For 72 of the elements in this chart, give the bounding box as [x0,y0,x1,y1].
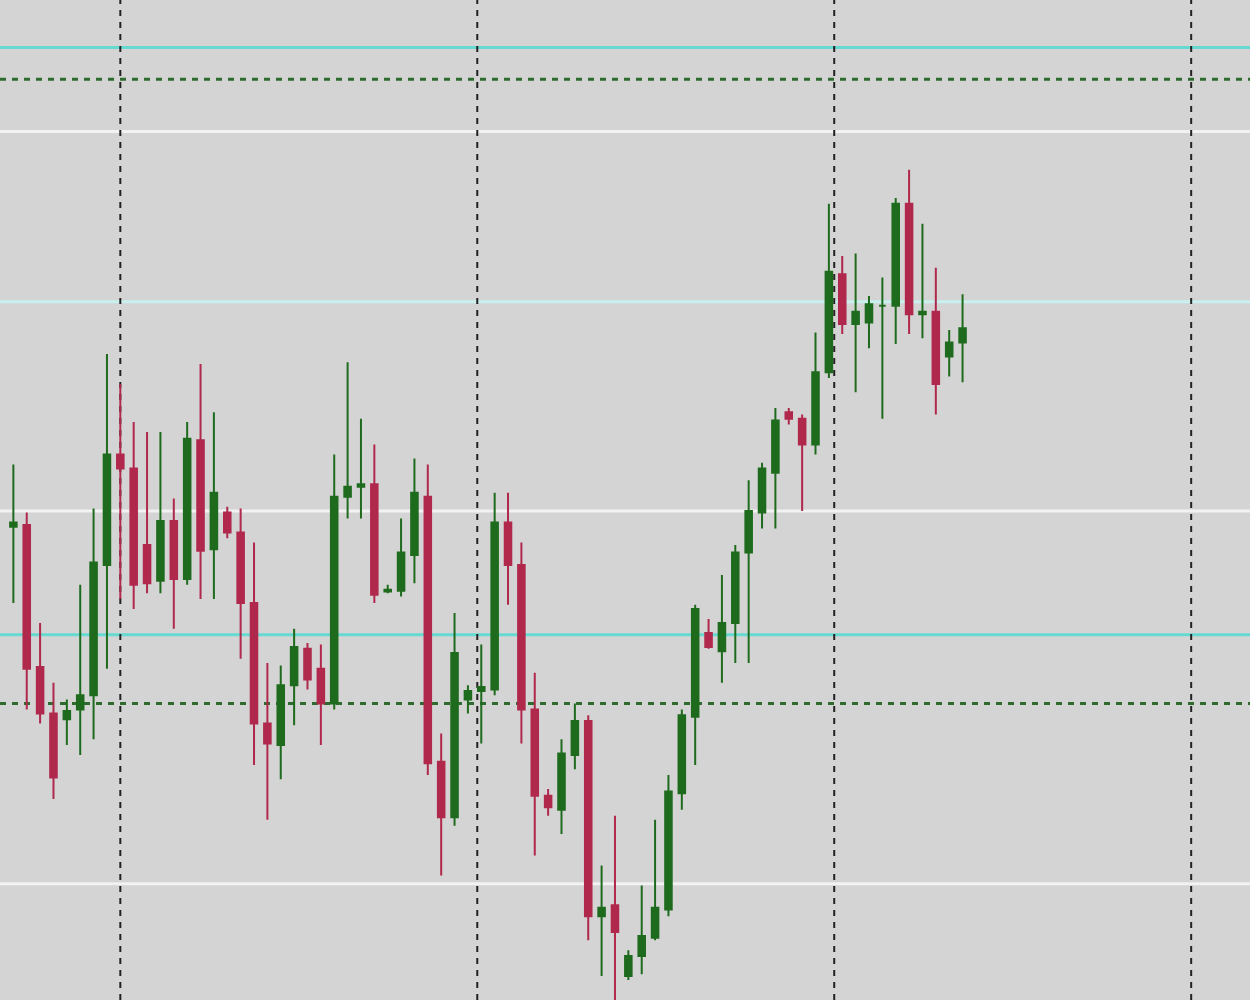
candlestick [958,293,967,384]
candlestick [396,517,406,598]
candlestick [356,417,366,520]
candlestick [811,331,820,456]
candlestick [169,497,179,630]
candlestick [276,664,286,781]
candlestick [236,507,245,660]
candlestick [450,612,459,827]
candlestick [918,222,927,340]
candlestick [329,453,339,711]
candlestick [664,773,673,918]
candlestick [637,884,646,976]
candlestick [22,511,32,711]
candlestick [303,641,312,691]
candlestick [864,294,874,350]
candlestick [824,202,834,380]
candlestick [717,573,727,684]
candlestick [944,328,954,378]
candlestick [837,255,847,336]
candlestick [289,627,299,727]
candlestick [904,168,914,336]
candlestick [771,406,780,530]
candlestick [89,507,98,741]
candlestick [116,382,125,600]
candlestick [597,864,606,977]
candlestick [530,671,540,857]
candlestick [436,732,446,877]
candlestick [249,541,259,767]
candlestick [570,702,580,771]
candlestick [610,814,620,1000]
candlestick [316,643,326,747]
candlestick [690,603,700,767]
candlestick [102,353,112,670]
candlestick [156,431,165,595]
candlestick [583,714,593,942]
candlestick [784,406,794,426]
candlestick [263,661,272,821]
candlestick [477,643,486,745]
candlestick [142,431,152,595]
candlestick [650,818,660,942]
candlestick [931,266,941,416]
candlestick [490,491,499,697]
candlestick [196,362,205,600]
candlestick [49,681,58,801]
candlestick [878,276,887,420]
candlestick [223,505,232,540]
candlestick [9,463,18,605]
candlestick [543,788,553,817]
candlestick [757,461,767,530]
candlestick [463,684,473,715]
candlestick [129,421,138,610]
candlestick [744,479,753,664]
candlestick [383,583,392,595]
candlestick [75,583,85,757]
candlestick [624,949,633,982]
candlestick [557,738,566,835]
candlestick [209,411,219,600]
candlestick [410,457,419,585]
candlestick [517,541,526,745]
candlestick [891,196,900,346]
candlestick [370,443,379,605]
candlestick [797,413,807,512]
candlestick [704,617,713,650]
candlestick [851,252,860,394]
candlestick [503,491,513,606]
candlestick [423,463,433,776]
candlestick [343,361,352,520]
candlestick [677,708,687,811]
candlestick [62,698,72,747]
candlestick [731,543,740,664]
candlestick [182,421,192,586]
candlestick [35,622,45,725]
